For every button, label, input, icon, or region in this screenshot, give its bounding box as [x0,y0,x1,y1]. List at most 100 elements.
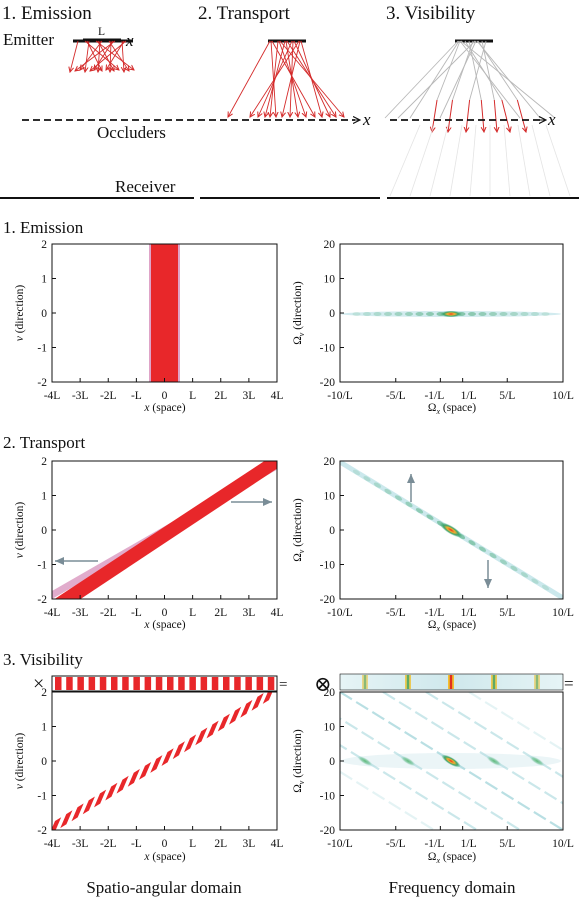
x-tick-label: 4L [271,838,284,850]
visibility-dash [71,803,84,822]
row2-right-xlabel: Ωx (space) [428,619,476,633]
ray [448,99,453,132]
emitter-length-label: L [98,26,105,38]
ray [278,40,306,117]
visibility-strip-spatial [51,675,278,692]
ray [95,40,134,70]
y-tick-label: 10 [324,491,336,503]
ray [279,40,344,117]
row3-right-xlabel: Ωx (space) [428,851,476,865]
visibility-dash [139,762,152,780]
row-title-visibility: 3. Visibility [3,650,83,669]
spectrum-dot [510,565,518,572]
occluders-axis-label-visibility: x [547,110,556,129]
occluder-bar [200,677,208,690]
row1-left-xlabel: x (space) [143,402,185,414]
x-tick-label: 5/L [499,607,515,619]
faint-ray [449,124,463,197]
row1-axis-labels: v (direction) x (space) Ωv (direction) Ω… [14,281,476,416]
x-tick-label: 1/L [461,607,477,619]
x-tick-label: -3L [72,390,89,402]
ray [481,99,484,132]
emission-rays [70,40,134,72]
emitter-label: Emitter [3,30,54,49]
freq-strip-line [449,675,453,689]
freq-diagonal [340,692,563,830]
faint-ray [429,124,449,197]
y-tick-label: -1 [37,343,47,355]
x-tick-label: -L [131,607,142,619]
spectrum-dot [384,488,392,495]
x-tick-label: -4L [44,607,61,619]
y-tick-label: -20 [320,377,336,389]
ray [228,40,271,117]
y-tick-label: -10 [320,791,336,803]
x-tick-label: -10/L [327,390,353,402]
visibility-strip-frequency [339,673,564,691]
occluder-bar [178,677,185,690]
freq-diagonal [382,692,563,805]
y-tick-label: 10 [324,722,336,734]
visibility-dash [240,699,253,718]
spectrum-dot [541,312,550,316]
row3-axis-labels: v (direction) x (space) Ωv (direction) Ω… [14,729,476,865]
occluder-bar [111,677,118,690]
x-tick-label: -4L [44,838,61,850]
faint-ray [517,124,531,197]
x-tick-label: -10/L [327,838,353,850]
spectrum-dot [520,312,529,316]
transport-spectrum-peak [439,522,463,538]
y-tick-label: 0 [329,525,335,537]
spectrum-dot [363,476,371,482]
x-tick-label: 0 [162,607,168,619]
receiver-label: Receiver [115,177,176,196]
spectrum-dot [352,312,361,316]
visibility-dash [262,692,273,704]
plot-transport-spatial: 2 1 0 -1 -2 -4L -3L -2L -L 0 L 2L 3L 4L [37,456,283,619]
y-tick-label: -2 [37,594,47,606]
freq-strip-line [363,675,367,689]
freq-replica [486,755,502,767]
x-tick-label: 0 [162,838,168,850]
emission-spectrum-dots [352,312,550,316]
x-tick-label: -1/L [424,607,444,619]
x-tick-label: 1/L [461,390,477,402]
spectrum-dot [510,312,518,316]
x-tick-label: -1/L [424,390,444,402]
transport-spectrum-dots [352,469,550,591]
row2-axis-labels: v (direction) x (space) Ωv (direction) Ω… [14,498,476,633]
visibility-dash [82,796,95,815]
row-title-emission: 1. Emission [3,218,84,237]
row2-left-ylabel: v (direction) [14,502,26,559]
spectrum-dot [489,552,497,559]
freq-peak [441,754,461,768]
spectrum-dot [489,312,497,316]
freq-replica [400,755,416,767]
ray [466,99,471,132]
faint-ray [389,124,421,197]
x-tick-label: -3L [72,607,89,619]
y-tick-label: 1 [41,491,47,503]
row2-left-xlabel: x (space) [143,619,185,631]
ray [94,40,114,70]
x-tick-label: 3L [242,838,255,850]
plot-emission-frequency: 20 10 0 -10 -20 -10/L -5/L -1/L 1/L 5/L 10/L [320,239,574,402]
x-tick-label: -L [131,838,142,850]
spectrum-dot [531,578,539,584]
x-tick-label: -2L [100,390,117,402]
spectrum-dot [415,312,424,316]
x-tick-label: L [189,390,196,402]
spectrum-dot [499,559,508,565]
x-tick-label: 0 [162,390,168,402]
x-tick-label: -10/L [327,607,353,619]
ray [464,40,503,101]
spectrum-dot [468,312,476,316]
y-tick-label: 0 [41,525,47,537]
visibility-dash [184,734,197,753]
x-tick-label: -L [131,390,142,402]
occluder-bar [245,677,252,690]
y-tick-label: -1 [37,791,47,803]
ray [84,40,119,70]
ray [452,40,474,101]
ray [70,40,79,72]
